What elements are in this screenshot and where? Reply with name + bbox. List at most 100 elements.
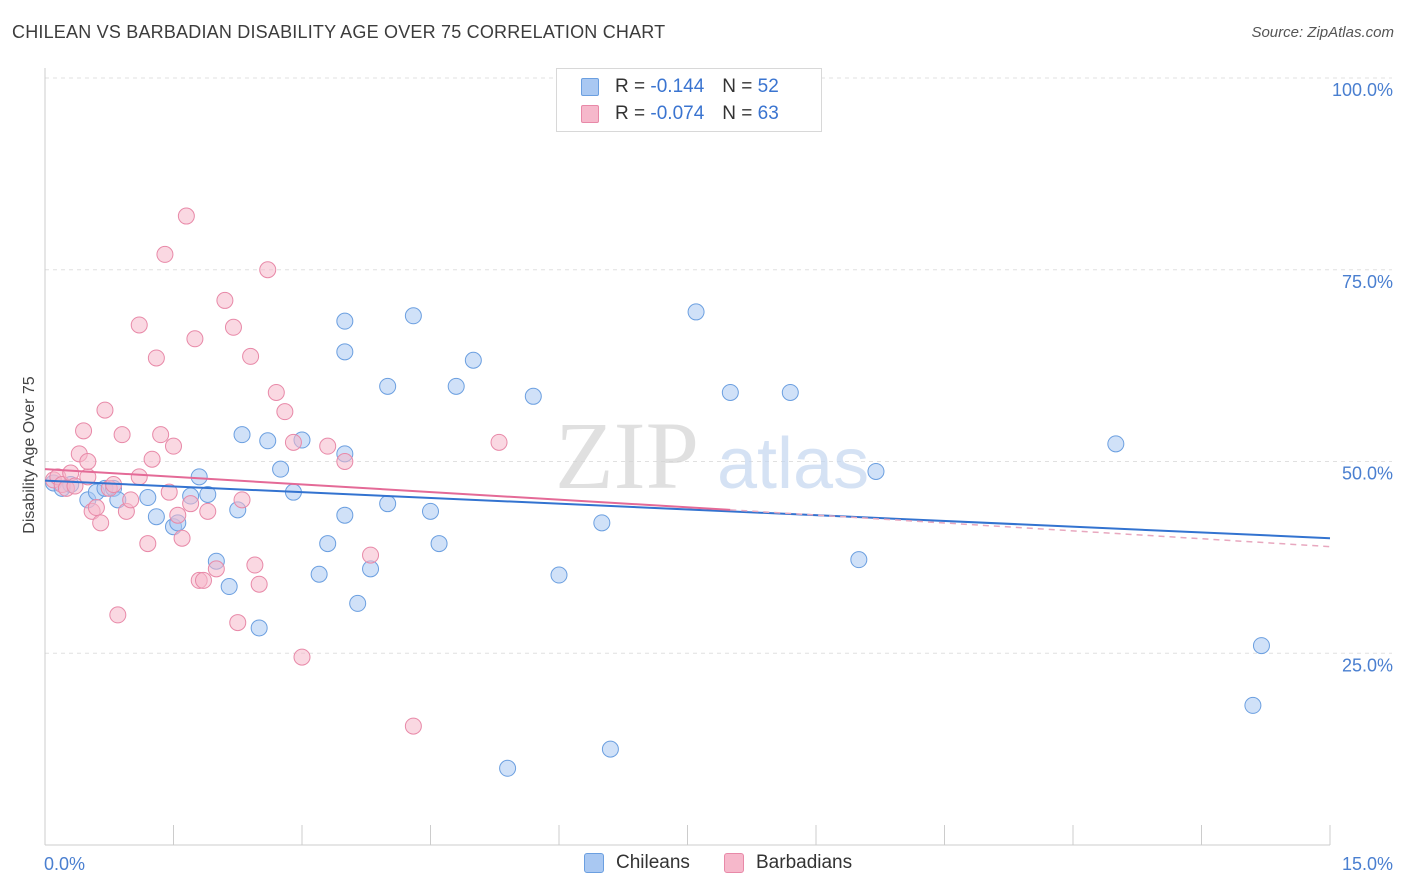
point-barbadians [165, 437, 182, 455]
point-barbadians [490, 433, 508, 451]
point-chileans [447, 377, 465, 395]
point-chileans [139, 489, 157, 507]
point-chileans [464, 351, 482, 369]
data-points [45, 207, 1270, 777]
point-chileans [349, 594, 367, 612]
legend-n-value: 52 [757, 76, 779, 97]
point-barbadians [404, 717, 422, 735]
legend-swatch-barbadians [581, 105, 599, 123]
watermark: ZIP atlas [555, 402, 869, 509]
point-barbadians [207, 560, 225, 578]
source-label: Source: ZipAtlas.com [1251, 24, 1394, 41]
point-chileans [1252, 637, 1270, 655]
x-tick-label: 0.0% [44, 854, 85, 874]
point-barbadians [160, 483, 178, 501]
point-barbadians [182, 495, 200, 513]
point-chileans [259, 432, 277, 450]
point-barbadians [169, 506, 187, 524]
trend-lines [44, 468, 1331, 548]
tick-labels: 25.0% 50.0% 75.0% 100.0% 0.0% 15.0% [44, 80, 1393, 874]
point-chileans [250, 619, 268, 637]
bottom-legend-chileans: Chileans [584, 852, 690, 874]
point-chileans [147, 508, 165, 526]
point-chileans [199, 485, 217, 503]
point-barbadians [293, 648, 311, 666]
point-barbadians [173, 529, 191, 547]
point-chileans [593, 514, 611, 532]
point-chileans [336, 312, 354, 330]
point-chileans [310, 565, 328, 583]
point-chileans [687, 303, 705, 321]
point-barbadians [96, 401, 114, 419]
y-tick-label: 75.0% [1342, 272, 1393, 292]
legend-swatch-chileans [581, 78, 599, 96]
legend-r-label: R = [615, 103, 646, 124]
trend-line-chileans [44, 479, 1331, 540]
point-barbadians [122, 491, 140, 509]
y-tick-label: 100.0% [1332, 80, 1393, 100]
point-barbadians [156, 245, 174, 263]
x-tick-label: 15.0% [1342, 854, 1393, 874]
point-barbadians [199, 502, 217, 520]
legend-r-value: -0.144 [650, 76, 705, 97]
point-barbadians [113, 426, 131, 444]
point-chileans [1107, 435, 1125, 453]
point-chileans [190, 468, 208, 486]
bottom-legend-label-barbadians: Barbadians [756, 852, 853, 873]
point-chileans [422, 502, 439, 520]
point-chileans [336, 343, 354, 361]
correlation-legend: R = -0.144 N = 52 R = -0.074 N = 63 [556, 68, 822, 132]
legend-r-value: -0.074 [650, 103, 705, 124]
point-barbadians [246, 556, 264, 574]
point-chileans [272, 460, 290, 478]
point-barbadians [177, 207, 195, 225]
point-barbadians [79, 453, 97, 470]
point-chileans [430, 535, 448, 553]
watermark-zip: ZIP [555, 402, 699, 509]
point-barbadians [276, 403, 294, 421]
axes [44, 68, 1331, 846]
point-barbadians [194, 571, 212, 589]
legend-row-barbadians: R = -0.074 N = 63 [581, 102, 779, 126]
watermark-atlas: atlas [717, 424, 869, 504]
point-barbadians [319, 437, 337, 455]
point-barbadians [284, 433, 302, 451]
point-barbadians [130, 316, 148, 334]
point-barbadians [224, 318, 242, 336]
point-chileans [379, 377, 397, 395]
point-barbadians [92, 514, 110, 532]
point-barbadians [229, 614, 247, 632]
bottom-legend-barbadians: Barbadians [724, 852, 852, 874]
trend-line-dashed-barbadians [730, 509, 1331, 548]
point-chileans [867, 462, 885, 480]
point-barbadians [216, 291, 234, 309]
bottom-legend-label-chileans: Chileans [616, 852, 690, 873]
legend-n-label: N = [722, 103, 753, 124]
y-tick-label: 50.0% [1342, 464, 1393, 484]
legend-n-label: N = [722, 76, 753, 97]
point-chileans [379, 495, 397, 513]
point-barbadians [87, 499, 105, 517]
point-barbadians [152, 426, 170, 444]
point-chileans [524, 387, 542, 405]
point-barbadians [139, 535, 157, 553]
point-barbadians [250, 575, 268, 593]
bottom-legend-swatch-barbadians [724, 853, 744, 873]
trend-line-barbadians [44, 468, 731, 511]
point-chileans [220, 578, 238, 596]
point-chileans [319, 535, 337, 553]
point-barbadians [130, 468, 148, 486]
point-chileans [1244, 696, 1262, 714]
point-barbadians [109, 606, 127, 624]
point-barbadians [267, 383, 285, 401]
point-chileans [721, 383, 739, 401]
legend-row-chileans: R = -0.144 N = 52 [581, 75, 779, 99]
point-chileans [781, 383, 799, 401]
series-chileans [45, 303, 1270, 777]
chart-title: CHILEAN VS BARBADIAN DISABILITY AGE OVER… [12, 22, 666, 42]
point-barbadians [259, 261, 277, 279]
point-barbadians [75, 422, 93, 440]
point-barbadians [233, 491, 251, 509]
point-chileans [601, 740, 619, 758]
